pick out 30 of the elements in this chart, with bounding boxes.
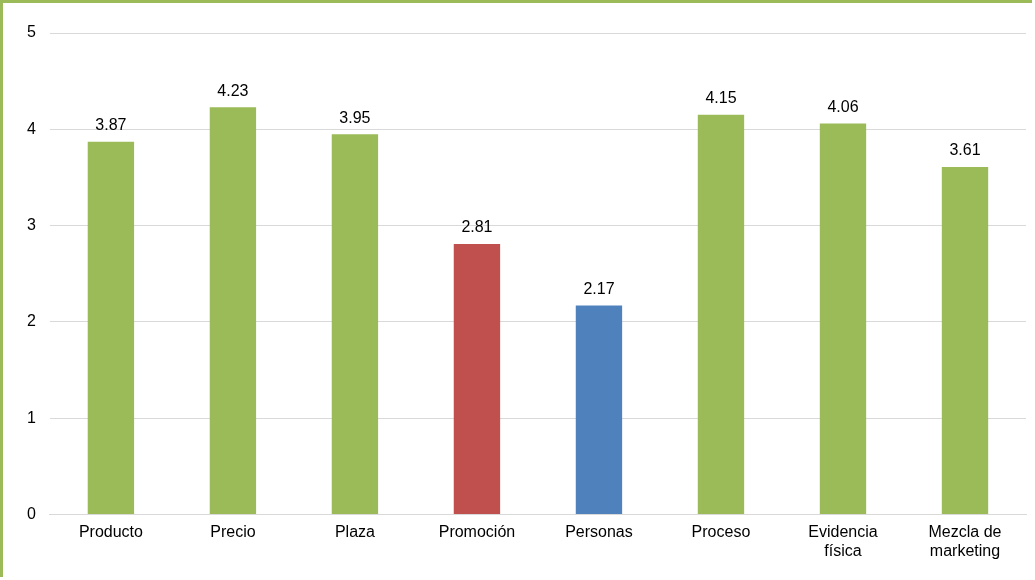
- bar: [697, 114, 745, 515]
- data-label: 4.06: [827, 97, 859, 115]
- y-tick-label: 0: [26, 505, 36, 523]
- y-tick-label: 2: [26, 312, 36, 330]
- x-tick-label: Proceso: [691, 522, 751, 540]
- y-tick-label: 1: [26, 408, 36, 426]
- x-tick-label: Evidencia física: [808, 522, 878, 559]
- x-tick-label: Personas: [565, 522, 633, 540]
- data-label: 4.15: [705, 89, 737, 107]
- data-label: 3.61: [949, 141, 981, 159]
- bar: [453, 243, 501, 515]
- x-tick-label: Producto: [78, 522, 144, 540]
- x-tick-label: Mezcla de marketing: [928, 522, 1002, 559]
- bar: [941, 166, 989, 515]
- bar: [819, 123, 867, 515]
- x-tick-label: Plaza: [334, 522, 376, 540]
- data-label: 3.87: [95, 116, 127, 134]
- bar: [87, 141, 135, 515]
- y-tick-label: 3: [26, 216, 36, 234]
- y-tick-label: 4: [26, 119, 36, 137]
- data-label: 2.17: [583, 279, 615, 297]
- data-label: 4.23: [217, 81, 249, 99]
- x-tick-label: Precio: [210, 522, 256, 540]
- y-tick-label: 5: [26, 23, 36, 41]
- data-label: 3.95: [339, 108, 371, 126]
- bar: [575, 305, 623, 515]
- x-tick-label: Promoción: [438, 522, 516, 540]
- data-label: 2.81: [461, 218, 493, 236]
- bar: [331, 134, 379, 515]
- bar: [209, 107, 257, 515]
